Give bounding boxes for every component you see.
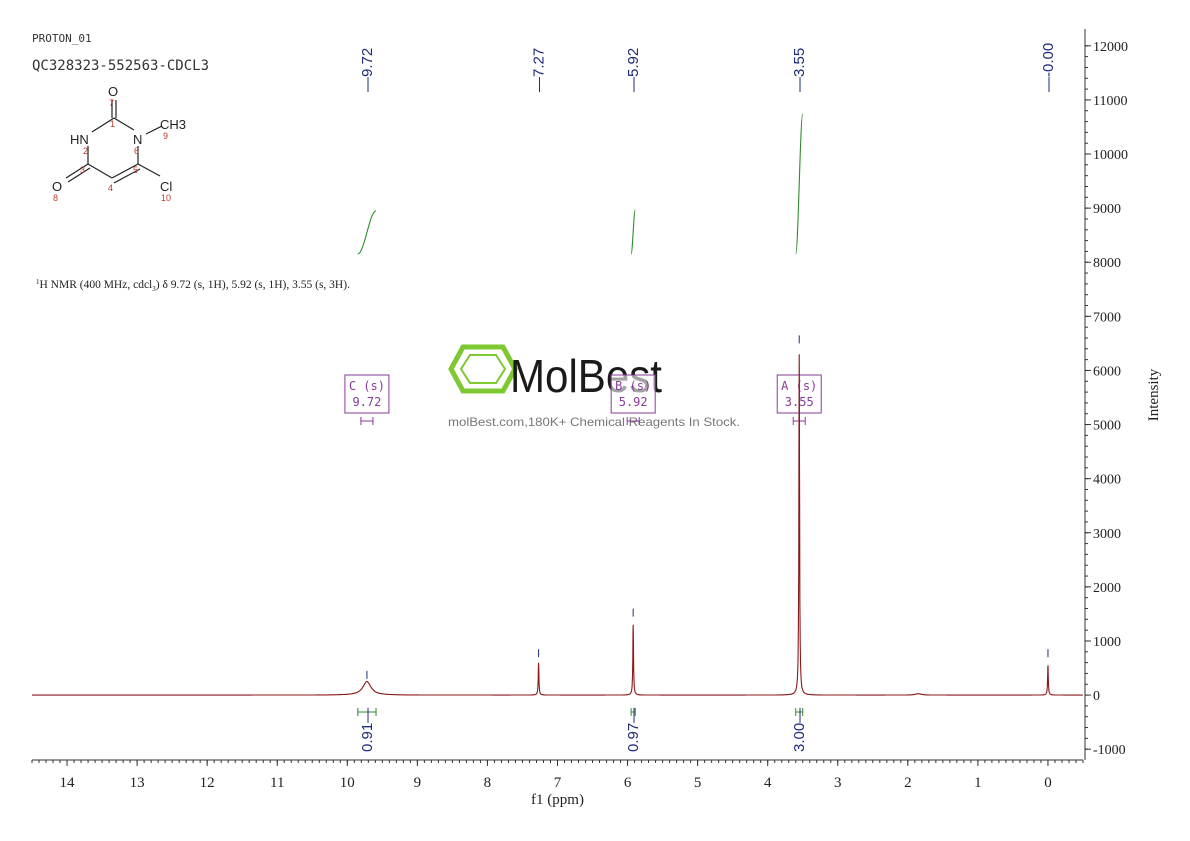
y-axis-label: Intensity [1146,368,1162,421]
atom-num-3: 3 [80,165,85,175]
x-tick-label: 8 [484,775,492,791]
y-tick-label: 12000 [1093,40,1128,55]
nmr-summary-sub: 3 [152,285,156,293]
x-tick-label: 9 [414,775,422,791]
atom-num-6: 6 [134,146,139,156]
y-tick-label: 9000 [1093,202,1121,217]
integral-label: 0.91— [359,708,376,752]
sample-id: QC328323-552563-CDCL3 [32,58,209,74]
x-tick-label: 3 [834,775,842,791]
atom-num-8: 8 [53,193,58,203]
atom-num-7: 7 [109,98,114,108]
y-tick-label: 1000 [1093,635,1121,650]
multiplet-box [610,374,656,414]
y-tick-label: 2000 [1093,581,1121,596]
atom-num-10: 10 [161,193,171,203]
multiplet-shift: 5.92 [619,395,648,409]
integral-curve [357,210,377,255]
integral-label: 0.97— [625,708,642,752]
y-tick-label: 0 [1093,689,1100,704]
x-tick-label: 5 [694,775,702,791]
multiplet-box [344,374,390,414]
x-tick-label: 14 [60,775,76,791]
y-tick-label: 6000 [1093,364,1121,379]
x-tick-label: 10 [340,775,355,791]
atom-num-2: 2 [83,146,88,156]
x-tick-label: 7 [554,775,562,791]
atom-num-9: 9 [163,131,168,141]
atom-label-o8: O [52,179,62,194]
atom-label-ch3: CH3 [160,117,186,132]
y-tick-label: -1000 [1093,743,1126,758]
peak-label: —7.27 [531,48,548,92]
peak-label: —3.55 [791,48,808,92]
molbest-logo-icon [448,344,518,394]
atom-label-n: N [133,132,142,147]
y-tick-label: 8000 [1093,256,1121,271]
y-tick-label: 4000 [1093,473,1121,488]
peak-label: —5.92 [625,48,642,92]
integral-curve [795,112,804,255]
y-tick-label: 10000 [1093,148,1128,163]
nmr-summary-sup: 1 [36,278,40,286]
peak-label: —-0.00 [1040,43,1057,92]
watermark: MolBest molBest.com,180K+ Chemical Reage… [448,344,740,429]
x-tick-label: 12 [200,775,215,791]
multiplet-shift: 9.72 [352,395,381,409]
nmr-summary-suffix: ) δ 9.72 (s, 1H), 5.92 (s, 1H), 3.55 (s,… [156,279,350,291]
x-tick-label: 11 [270,775,284,791]
atom-num-4: 4 [108,183,113,193]
x-tick-label: 0 [1044,775,1052,791]
nmr-summary-text: H NMR (400 MHz, cdcl [40,279,153,291]
atom-label-cl: Cl [160,179,172,194]
x-tick-label: 6 [624,775,632,791]
x-tick-label: 1 [974,775,982,791]
y-tick-label: 3000 [1093,527,1121,542]
atom-label-hn: HN [70,132,89,147]
experiment-name: PROTON_01 [32,32,92,45]
atom-label-o7: O [108,84,118,99]
integral-curve [630,209,636,255]
multiplet-type: C (s) [349,379,385,393]
x-tick-label: 2 [904,775,912,791]
atom-num-5: 5 [133,165,138,175]
x-tick-label: 4 [764,775,772,791]
molbest-logo-inner-icon [459,354,507,384]
multiplet-type: B (s) [615,379,651,393]
y-tick-label: 5000 [1093,419,1121,434]
integral-label: 3.00— [791,708,808,752]
y-tick-label: 11000 [1093,94,1127,109]
peak-label: —9.72 [359,48,376,92]
nmr-summary: 1H NMR (400 MHz, cdcl3) δ 9.72 (s, 1H), … [36,278,350,293]
x-tick-label: 13 [130,775,145,791]
watermark-tagline: molBest.com,180K+ Chemical Reagents In S… [448,415,740,429]
molecule-structure: O 7 HN 2 N 6 CH3 9 O 8 Cl 10 1 3 4 5 [52,84,186,203]
atom-num-1: 1 [110,119,115,129]
y-tick-label: 7000 [1093,310,1121,325]
x-axis-label: f1 (ppm) [531,792,584,808]
spectrum-line [32,354,1083,696]
